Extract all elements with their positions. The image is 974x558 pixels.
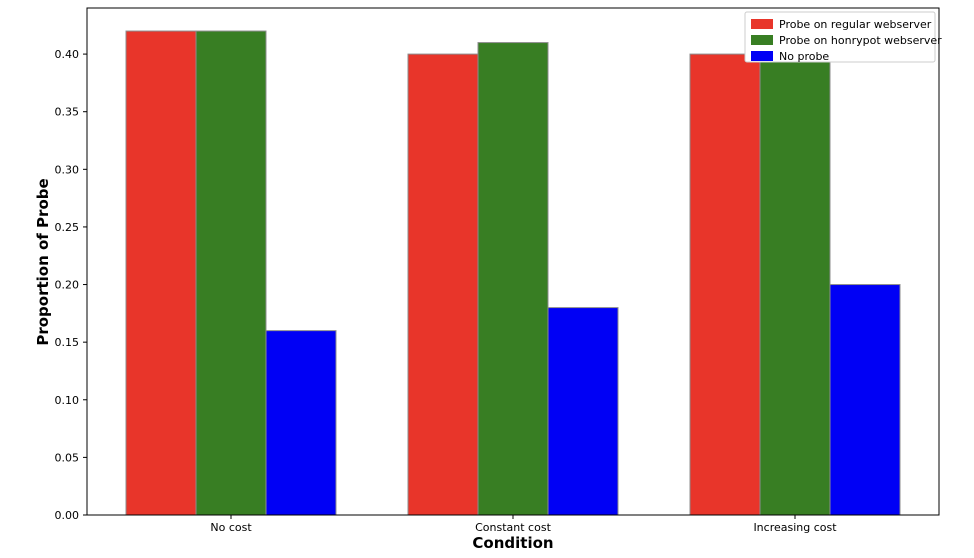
bar-probe-on-honrypot-webserver-no-cost (195, 30, 267, 516)
x-axis-title: Condition (472, 534, 553, 552)
y-tick-label: 0.15 (55, 336, 80, 349)
y-axis-title: Proportion of Probe (34, 178, 52, 345)
y-tick-label: 0.05 (55, 451, 80, 464)
x-tick-label-increasing-cost: Increasing cost (753, 521, 837, 534)
bar-probe-on-honrypot-webserver-constant-cost (477, 42, 549, 516)
bar-no-probe-increasing-cost (829, 284, 901, 516)
bar-probe-on-honrypot-webserver-increasing-cost (759, 53, 831, 516)
legend-label-no-probe: No probe (779, 50, 829, 63)
bar-no-probe-no-cost (265, 330, 337, 516)
x-axis: No cost Constant cost Increasing cost (210, 515, 837, 534)
y-axis: 0.00 0.05 0.10 0.15 0.20 0.25 0.30 0.35 0.40 (55, 48, 87, 522)
legend-box (744, 11, 936, 63)
y-tick-label: 0.10 (55, 394, 80, 407)
legend-label-probe-on-regular-webserver: Probe on regular webserver (779, 18, 932, 31)
bars-group (125, 30, 901, 516)
legend-swatch-probe-on-regular-webserver (751, 19, 773, 29)
bar-no-probe-constant-cost (547, 307, 619, 516)
bar-probe-on-regular-webserver-no-cost (125, 30, 197, 516)
y-tick-label: 0.00 (55, 509, 80, 522)
legend: Probe on regular webserver Probe on honry… (744, 11, 942, 63)
y-tick-label: 0.30 (55, 163, 80, 176)
y-tick-label: 0.35 (55, 106, 80, 119)
legend-label-probe-on-honrypot-webserver: Probe on honrypot webserver (779, 34, 942, 47)
x-tick-label-constant-cost: Constant cost (475, 521, 551, 534)
legend-swatch-probe-on-honrypot-webserver (751, 35, 773, 45)
bar-probe-on-regular-webserver-constant-cost (407, 53, 479, 516)
y-tick-label: 0.20 (55, 279, 80, 292)
x-tick-label-no-cost: No cost (210, 521, 252, 534)
bar-probe-on-regular-webserver-increasing-cost (689, 53, 761, 516)
y-tick-label: 0.25 (55, 221, 80, 234)
legend-swatch-no-probe (751, 51, 773, 61)
y-tick-label: 0.40 (55, 48, 80, 61)
